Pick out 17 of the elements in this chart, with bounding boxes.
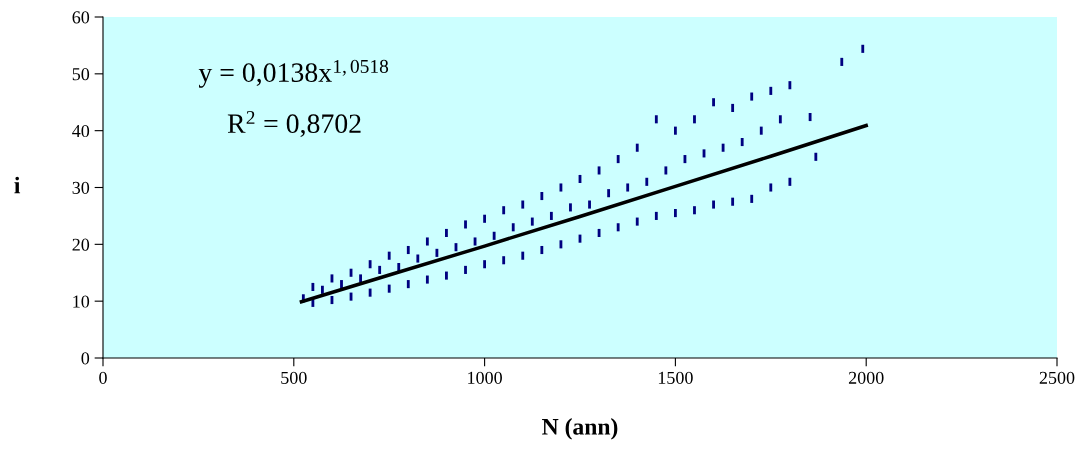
x-tick-label: 1000 [468, 371, 502, 384]
y-axis-title: i [14, 176, 21, 194]
x-tick-label: 500 [281, 371, 307, 384]
x-tick-label: 2500 [1039, 371, 1075, 384]
x-axis-title: N (ann) [542, 418, 618, 440]
y-tick-label: 0 [81, 352, 90, 365]
y-tick-label: 10 [73, 295, 90, 308]
x-tick-label: 0 [99, 371, 107, 384]
y-tick-label: 50 [72, 68, 90, 81]
annotation: R$^{2}$ = 0,8702 [227, 111, 361, 138]
x-tick-label: 2000 [848, 371, 884, 384]
y-tick-label: 20 [72, 238, 90, 251]
y-tick-label: 30 [72, 181, 90, 194]
x-tick-label: 1500 [658, 371, 693, 384]
y-tick-label: 60 [72, 11, 90, 24]
annotation: y = 0,0138x$^{1,0518}$ [198, 59, 389, 88]
y-tick-label: 40 [72, 124, 90, 138]
